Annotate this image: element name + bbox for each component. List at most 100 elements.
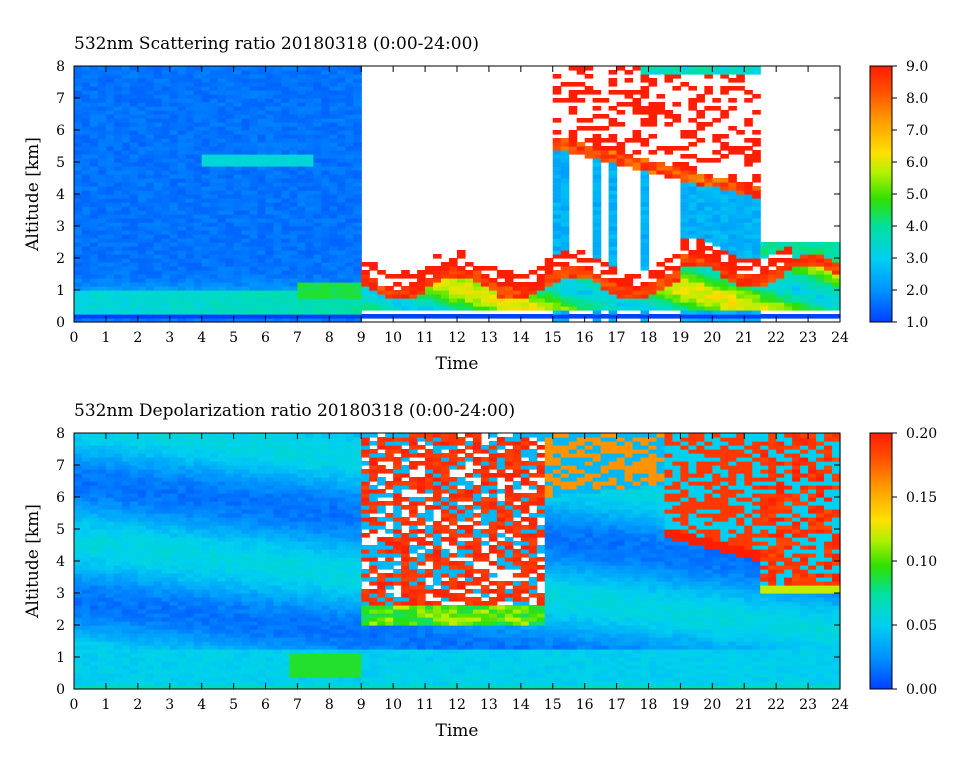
heatmap-cell [105, 114, 115, 119]
heatmap-cell [209, 609, 219, 614]
heatmap-cell [560, 162, 570, 167]
heatmap-cell [169, 453, 179, 458]
heatmap-cell [145, 653, 155, 658]
heatmap-cell [177, 457, 187, 462]
heatmap-cell [592, 178, 602, 183]
heatmap-cell [89, 625, 99, 630]
heatmap-cell [353, 90, 362, 95]
heatmap-cell [696, 306, 705, 311]
heatmap-cell [74, 505, 83, 510]
heatmap-cell [281, 78, 291, 83]
heatmap-cell [393, 294, 402, 299]
heatmap-cell [337, 222, 346, 227]
heatmap-cell [121, 218, 131, 223]
heatmap-cell [552, 238, 562, 243]
heatmap-cell [241, 166, 251, 171]
heatmap-cell [217, 633, 227, 638]
heatmap-cell [480, 282, 490, 287]
heatmap-cell [137, 457, 147, 462]
heatmap-cell [137, 90, 147, 95]
heatmap-cell [720, 70, 729, 75]
heatmap-cell [153, 258, 163, 263]
heatmap-cell [113, 138, 123, 143]
heatmap-cell [401, 274, 410, 279]
heatmap-cell [121, 489, 131, 494]
heatmap-cell [472, 270, 482, 275]
heatmap-cell [145, 581, 155, 586]
heatmap-cell [273, 130, 283, 135]
heatmap-cell [209, 553, 219, 558]
heatmap-cell [417, 274, 426, 279]
heatmap-cell [89, 461, 99, 466]
heatmap-cell [217, 250, 227, 255]
heatmap-cell [129, 146, 139, 151]
heatmap-cell [624, 278, 634, 283]
heatmap-cell [321, 70, 330, 75]
heatmap-cell [89, 198, 99, 203]
heatmap-cell [209, 501, 219, 506]
heatmap-cell [81, 533, 91, 538]
heatmap-cell [608, 250, 618, 255]
heatmap-cell [185, 202, 195, 207]
heatmap-cell [560, 246, 570, 251]
heatmap-cell [161, 138, 171, 143]
heatmap-cell [632, 98, 642, 103]
heatmap-cell [217, 90, 227, 95]
heatmap-cell [129, 461, 139, 466]
heatmap-cell [337, 226, 346, 231]
heatmap-cell [121, 641, 131, 646]
x-tick-label: 15 [544, 330, 562, 346]
heatmap-cell [137, 190, 147, 195]
heatmap-cell [329, 274, 338, 279]
heatmap-cell [169, 310, 179, 315]
heatmap-cell [329, 158, 338, 163]
heatmap-cell [241, 234, 251, 239]
heatmap-cell [145, 433, 155, 438]
heatmap-cell [97, 198, 107, 203]
heatmap-cell [97, 661, 107, 666]
heatmap-cell [297, 150, 306, 155]
heatmap-cell [201, 661, 211, 666]
heatmap-cell [560, 294, 570, 299]
heatmap-cell [688, 278, 697, 283]
heatmap-cell [105, 665, 115, 670]
heatmap-cell [281, 174, 291, 179]
heatmap-cell [257, 302, 267, 307]
heatmap-cell [137, 94, 147, 99]
heatmap-cell [97, 310, 107, 315]
heatmap-cell [193, 134, 203, 139]
heatmap-cell [74, 126, 83, 131]
heatmap-cell [592, 194, 602, 199]
heatmap-cell [121, 298, 131, 303]
heatmap-cell [728, 214, 737, 219]
heatmap-cell [145, 202, 155, 207]
heatmap-cell [696, 70, 705, 75]
heatmap-cell [201, 166, 211, 171]
heatmap-cell [297, 146, 306, 151]
heatmap-cell [81, 585, 91, 590]
heatmap-cell [329, 310, 338, 315]
heatmap-cell [832, 266, 841, 271]
heatmap-cell [560, 318, 570, 323]
heatmap-cell [169, 565, 179, 570]
heatmap-cell [105, 657, 115, 662]
heatmap-cell [137, 106, 147, 111]
heatmap-cell [105, 641, 115, 646]
heatmap-cell [592, 314, 602, 319]
heatmap-cell [576, 142, 586, 147]
heatmap-cell [121, 465, 131, 470]
heatmap-cell [97, 90, 107, 95]
heatmap-cell [536, 306, 546, 311]
heatmap-cell [337, 78, 346, 83]
x-tick-label: 22 [767, 330, 785, 346]
heatmap-cell [201, 258, 211, 263]
heatmap-cell [89, 154, 99, 159]
heatmap-cell [185, 102, 195, 107]
heatmap-cell [177, 681, 187, 686]
heatmap-cell [185, 166, 195, 171]
heatmap-cell [241, 94, 251, 99]
heatmap-cell [472, 266, 482, 271]
heatmap-cell [161, 98, 171, 103]
heatmap-cell [472, 274, 482, 279]
heatmap-cell [113, 146, 123, 151]
